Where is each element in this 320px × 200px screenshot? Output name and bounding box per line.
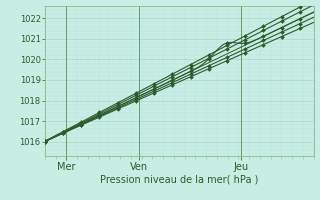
X-axis label: Pression niveau de la mer( hPa ): Pression niveau de la mer( hPa ) (100, 174, 258, 184)
